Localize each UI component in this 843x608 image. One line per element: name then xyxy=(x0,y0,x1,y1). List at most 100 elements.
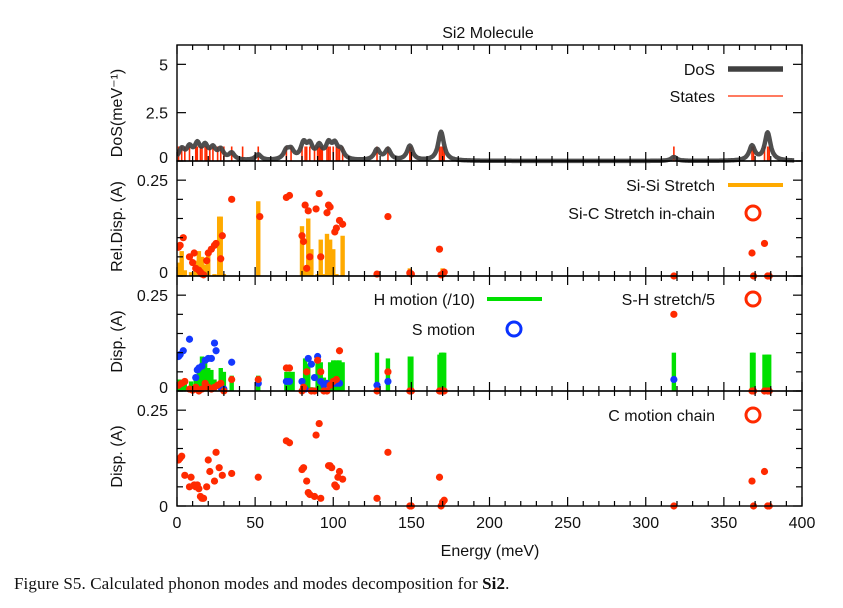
bar xyxy=(221,371,227,391)
bar xyxy=(202,264,208,276)
legend-label: States xyxy=(670,89,715,106)
panel-disp-h-s: 0 0.25 Disp. (A) H motion (/10) S-H stretch/… xyxy=(109,275,803,397)
data-point xyxy=(187,473,195,481)
legend: DoS States xyxy=(670,62,783,106)
data-point xyxy=(212,448,220,456)
bar xyxy=(331,249,336,276)
data-point xyxy=(301,201,309,209)
y-tick-label: 0 xyxy=(159,150,168,167)
legend-label: H motion (/10) xyxy=(374,292,475,309)
data-point xyxy=(215,464,223,472)
s-motion-point xyxy=(198,362,206,370)
s-motion-point xyxy=(304,354,312,363)
data-point xyxy=(179,234,187,242)
sh-stretch-point xyxy=(670,310,678,318)
s-motion-point xyxy=(373,381,381,389)
bar xyxy=(199,256,205,276)
bar xyxy=(196,251,202,276)
data-point xyxy=(212,239,220,248)
sh-stretch-point xyxy=(314,356,322,364)
data-point xyxy=(178,452,186,460)
bar xyxy=(218,368,223,391)
data-point xyxy=(285,191,294,200)
sh-stretch-point xyxy=(285,364,294,372)
bar xyxy=(441,352,447,391)
data-point xyxy=(299,464,308,472)
bar xyxy=(374,352,380,391)
bar xyxy=(671,352,677,391)
data-point xyxy=(435,473,444,481)
data-point xyxy=(206,467,214,476)
data-point xyxy=(256,212,264,221)
data-point xyxy=(177,241,184,249)
data-point xyxy=(435,245,444,253)
legend-swatch-circle xyxy=(505,320,523,338)
data-point xyxy=(748,477,756,485)
sh-stretch-point xyxy=(254,375,262,384)
data-point xyxy=(190,249,198,257)
legend: H motion (/10) S-H stretch/5 S motion xyxy=(374,290,762,339)
bar xyxy=(193,375,198,391)
data-point xyxy=(323,209,331,217)
legend-label: Si-Si Stretch xyxy=(626,178,715,195)
data-point xyxy=(312,205,320,213)
y-axis-label: Disp. (A) xyxy=(109,425,126,487)
s-motion-point xyxy=(228,358,236,366)
figure: Si2 Molecule 0 2.5 5 DoS(meV⁻¹) DoS States 0 0.… xyxy=(109,25,816,560)
data-point xyxy=(332,483,340,491)
bar xyxy=(318,362,323,391)
s-motion-point xyxy=(285,377,294,386)
bar xyxy=(306,218,311,276)
data-point xyxy=(303,477,311,485)
x-tick-label: 350 xyxy=(711,515,738,532)
data-point xyxy=(310,492,319,501)
x-tick-label: 400 xyxy=(789,515,816,532)
data-point xyxy=(254,473,262,481)
data-point xyxy=(332,224,340,232)
legend-swatch-circle xyxy=(744,204,762,222)
x-tick-label: 100 xyxy=(320,515,347,532)
bar xyxy=(340,362,345,391)
s-motion-point xyxy=(212,347,220,355)
plot-area xyxy=(177,310,773,395)
y-tick-label: 0.25 xyxy=(137,403,168,420)
chart-title: Si2 Molecule xyxy=(442,25,534,42)
data-point xyxy=(218,232,226,240)
bar xyxy=(309,249,314,276)
data-point xyxy=(195,485,203,493)
y-tick-label: 0 xyxy=(159,380,168,397)
data-point xyxy=(285,439,294,447)
bar xyxy=(209,369,214,391)
data-point xyxy=(181,471,189,479)
s-motion-point xyxy=(210,339,219,347)
bar xyxy=(751,352,756,391)
y-tick-label: 5 xyxy=(159,57,168,74)
legend: Si-Si Stretch Si-C Stretch in-chain xyxy=(568,178,783,223)
sh-stretch-point xyxy=(217,379,225,387)
data-point xyxy=(328,464,336,472)
x-axis-label: Energy (meV) xyxy=(441,543,540,560)
bar xyxy=(179,251,184,276)
data-point xyxy=(339,475,347,483)
dos-curve xyxy=(177,129,796,164)
x-tick-label: 200 xyxy=(476,515,503,532)
s-motion-point xyxy=(384,377,392,386)
s-motion-point xyxy=(192,373,200,382)
data-point xyxy=(440,496,448,504)
data-point xyxy=(339,220,347,228)
x-tick-label: 250 xyxy=(554,515,581,532)
data-point xyxy=(199,494,208,502)
bar xyxy=(299,226,305,276)
y-axis-label: DoS(meV⁻¹) xyxy=(109,69,126,157)
data-point xyxy=(373,494,381,502)
plot-area xyxy=(177,129,796,164)
x-tick-label: 50 xyxy=(246,515,264,532)
caption-text: Figure S5. Calculated phonon modes and m… xyxy=(14,574,483,593)
legend-swatch-circle xyxy=(744,406,762,424)
s-motion-point xyxy=(185,335,194,343)
panel-disp-c: 0 0.25 Disp. (A) C motion chain 0 50 100 150 200… xyxy=(109,390,816,532)
data-point xyxy=(335,467,344,476)
caption-bold: Si2 xyxy=(482,574,506,593)
s-motion-point xyxy=(310,373,319,382)
data-point xyxy=(210,477,219,485)
